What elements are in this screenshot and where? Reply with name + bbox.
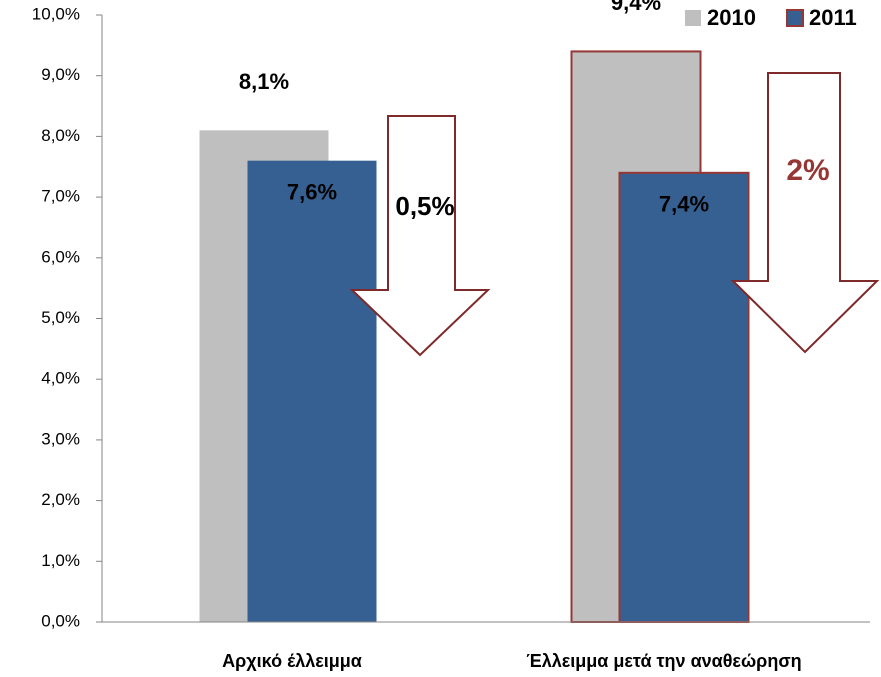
x-tick-label: Αρχικό έλλειμμα	[222, 651, 362, 671]
data-label: 7,6%	[287, 179, 337, 204]
arrow	[349, 115, 491, 357]
arrow	[730, 72, 880, 354]
bar	[247, 160, 377, 622]
y-tick-label: 3,0%	[41, 429, 80, 448]
y-tick-label: 5,0%	[41, 308, 80, 327]
bar	[618, 171, 750, 623]
y-tick-label: 0,0%	[41, 611, 80, 630]
y-tick-label: 4,0%	[41, 369, 80, 388]
legend-label: 2010	[707, 5, 756, 30]
y-tick-label: 7,0%	[41, 187, 80, 206]
y-tick-label: 1,0%	[41, 551, 80, 570]
data-label: 9,4%	[611, 0, 661, 15]
x-tick-label: Έλλειμμα μετά την αναθεώρηση	[526, 651, 801, 671]
y-tick-label: 10,0%	[32, 4, 80, 23]
data-label: 8,1%	[239, 69, 289, 94]
y-tick-label: 9,0%	[41, 65, 80, 84]
annotation: 0,5%	[395, 191, 454, 221]
y-tick-label: 2,0%	[41, 490, 80, 509]
y-tick-label: 8,0%	[41, 126, 80, 145]
legend-swatch	[685, 10, 701, 26]
annotation: 2%	[786, 154, 829, 187]
data-label: 7,4%	[659, 192, 709, 217]
legend-swatch	[786, 9, 804, 27]
legend-label: 2011	[809, 5, 857, 30]
y-tick-label: 6,0%	[41, 247, 80, 266]
